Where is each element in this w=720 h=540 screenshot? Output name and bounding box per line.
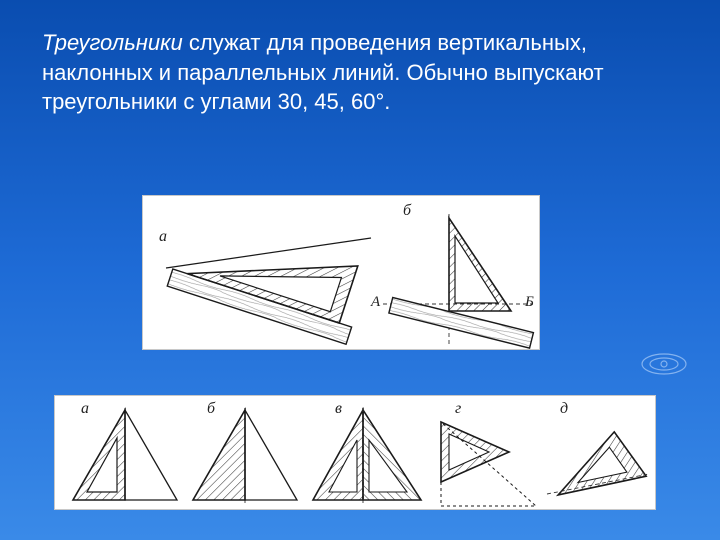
tri-d (547, 427, 649, 495)
figure-top-svg (143, 196, 541, 351)
axis-label-B: Б (525, 294, 534, 311)
tri-v (313, 408, 421, 506)
label-bot-d: д (560, 400, 568, 418)
axis-label-A: А (371, 294, 380, 311)
figure-bottom: а б в г д (54, 395, 656, 510)
label-top-b: б (403, 202, 411, 220)
panel-a (166, 217, 371, 345)
label-bot-g: г (455, 400, 461, 418)
figure-top: а б А Б (142, 195, 540, 350)
eye-icon (640, 350, 688, 378)
tri-a (73, 410, 177, 500)
description-paragraph: Треугольники служат для проведения верти… (0, 0, 720, 117)
lead-word: Треугольники (42, 30, 183, 55)
label-top-a: а (159, 228, 167, 246)
tri-b (193, 408, 297, 506)
label-bot-v: в (335, 400, 342, 418)
tri-g (441, 422, 536, 506)
panel-b (383, 214, 533, 348)
label-bot-b: б (207, 400, 215, 418)
label-bot-a: а (81, 400, 89, 418)
